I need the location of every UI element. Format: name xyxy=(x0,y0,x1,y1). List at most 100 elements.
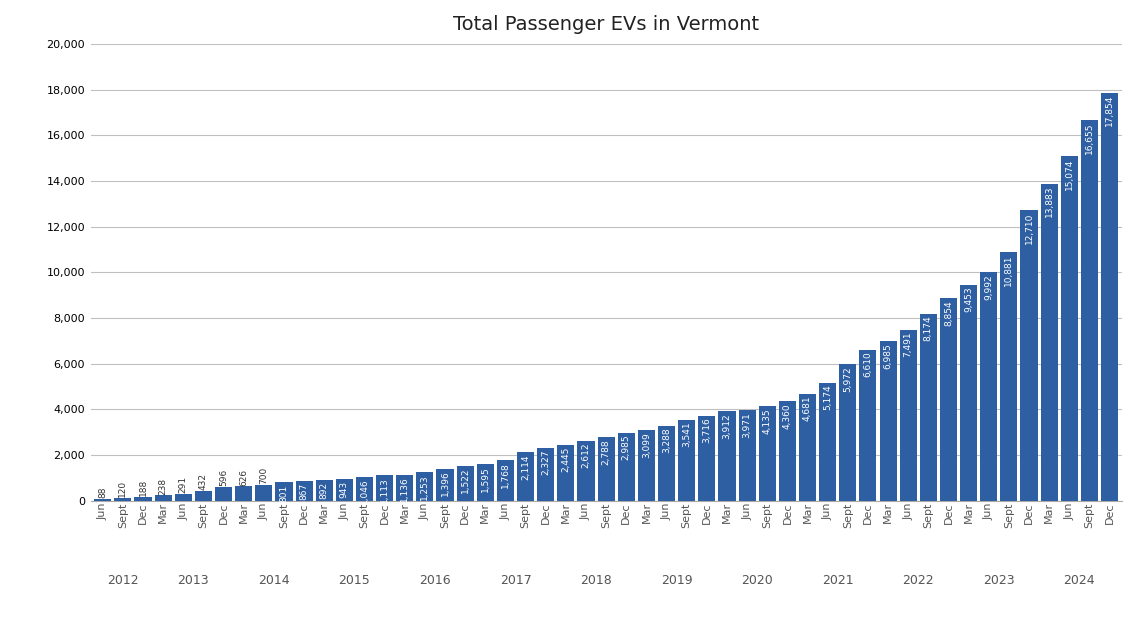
Text: 2,788: 2,788 xyxy=(602,439,611,464)
Bar xyxy=(517,453,534,501)
Text: 2024: 2024 xyxy=(1064,574,1096,587)
Bar xyxy=(799,394,816,501)
Bar xyxy=(920,314,937,501)
Bar xyxy=(114,498,131,501)
Text: 3,099: 3,099 xyxy=(642,432,651,458)
Bar xyxy=(1021,210,1038,501)
Bar xyxy=(617,433,634,501)
Bar xyxy=(135,496,152,501)
Bar xyxy=(94,499,111,501)
Bar xyxy=(638,430,655,501)
Text: 6,985: 6,985 xyxy=(884,343,893,369)
Text: 5,174: 5,174 xyxy=(824,384,832,410)
Text: 1,595: 1,595 xyxy=(480,466,489,492)
Text: 2,445: 2,445 xyxy=(561,447,570,472)
Bar xyxy=(578,441,595,501)
Text: 2,114: 2,114 xyxy=(521,454,530,480)
Bar xyxy=(195,491,212,501)
Text: 801: 801 xyxy=(280,485,289,501)
Bar xyxy=(316,480,333,501)
Text: 17,854: 17,854 xyxy=(1105,95,1114,126)
Text: 1,396: 1,396 xyxy=(441,471,450,496)
Text: 16,655: 16,655 xyxy=(1085,122,1094,153)
Bar xyxy=(236,486,253,501)
Text: 120: 120 xyxy=(118,480,127,498)
Text: 1,113: 1,113 xyxy=(381,477,389,503)
Text: 238: 238 xyxy=(159,478,168,495)
Text: 13,883: 13,883 xyxy=(1045,185,1054,217)
Bar xyxy=(497,460,514,501)
Text: 7,491: 7,491 xyxy=(904,331,913,357)
Text: 2022: 2022 xyxy=(903,574,934,587)
Bar xyxy=(335,480,352,501)
Text: 4,360: 4,360 xyxy=(783,403,792,429)
Bar xyxy=(537,448,554,501)
Text: 3,716: 3,716 xyxy=(702,418,712,443)
Bar xyxy=(174,494,191,501)
Bar xyxy=(739,410,756,501)
Text: 3,971: 3,971 xyxy=(742,412,751,438)
Bar xyxy=(1101,93,1118,501)
Text: 2,327: 2,327 xyxy=(542,449,551,475)
Text: 5,972: 5,972 xyxy=(843,366,852,392)
Text: 88: 88 xyxy=(99,486,108,498)
Bar xyxy=(477,464,494,501)
Bar xyxy=(275,483,292,501)
Text: 2016: 2016 xyxy=(419,574,451,587)
Text: 1,522: 1,522 xyxy=(461,468,470,493)
Bar xyxy=(940,299,957,501)
Text: 2021: 2021 xyxy=(821,574,853,587)
Text: 626: 626 xyxy=(239,469,248,486)
Text: 867: 867 xyxy=(299,483,308,500)
Text: 4,681: 4,681 xyxy=(803,396,812,421)
Bar xyxy=(296,481,313,501)
Bar xyxy=(819,382,836,501)
Bar xyxy=(900,330,917,501)
Text: 1,768: 1,768 xyxy=(501,462,510,488)
Bar xyxy=(255,485,272,501)
Bar xyxy=(557,445,574,501)
Text: 943: 943 xyxy=(340,481,349,498)
Text: 1,253: 1,253 xyxy=(420,474,429,500)
Text: 9,992: 9,992 xyxy=(985,274,994,300)
Bar xyxy=(356,477,373,501)
Text: 2019: 2019 xyxy=(661,574,692,587)
Bar xyxy=(416,472,434,501)
Bar xyxy=(1060,156,1077,501)
Bar xyxy=(778,401,796,501)
Bar xyxy=(457,466,474,501)
Text: 3,288: 3,288 xyxy=(662,428,671,453)
Bar xyxy=(718,411,735,501)
Bar xyxy=(658,426,675,501)
Text: 12,710: 12,710 xyxy=(1024,212,1033,244)
Bar xyxy=(860,350,877,501)
Text: 1,046: 1,046 xyxy=(360,479,369,505)
Bar xyxy=(1081,120,1098,501)
Text: 2,985: 2,985 xyxy=(622,434,631,460)
Bar xyxy=(698,416,715,501)
Bar xyxy=(1040,183,1058,501)
Bar xyxy=(980,272,997,501)
Text: 432: 432 xyxy=(199,473,208,490)
Text: 892: 892 xyxy=(320,482,329,500)
Text: 700: 700 xyxy=(259,467,269,484)
Title: Total Passenger EVs in Vermont: Total Passenger EVs in Vermont xyxy=(453,15,759,34)
Bar xyxy=(1000,252,1017,501)
Text: 15,074: 15,074 xyxy=(1065,158,1074,190)
Text: 3,912: 3,912 xyxy=(723,413,732,439)
Bar xyxy=(154,495,172,501)
Bar xyxy=(840,364,857,501)
Text: 8,174: 8,174 xyxy=(923,316,932,342)
Text: 9,453: 9,453 xyxy=(964,287,973,312)
Text: 1,136: 1,136 xyxy=(400,476,409,503)
Text: 291: 291 xyxy=(179,476,188,493)
Bar xyxy=(879,341,896,501)
Bar xyxy=(679,420,696,501)
Text: 2,612: 2,612 xyxy=(581,443,590,468)
Text: 4,135: 4,135 xyxy=(763,408,772,434)
Text: 8,854: 8,854 xyxy=(944,300,953,326)
Text: 2023: 2023 xyxy=(983,574,1015,587)
Text: 2012: 2012 xyxy=(107,574,138,587)
Bar xyxy=(397,475,414,501)
Text: 2018: 2018 xyxy=(580,574,612,587)
